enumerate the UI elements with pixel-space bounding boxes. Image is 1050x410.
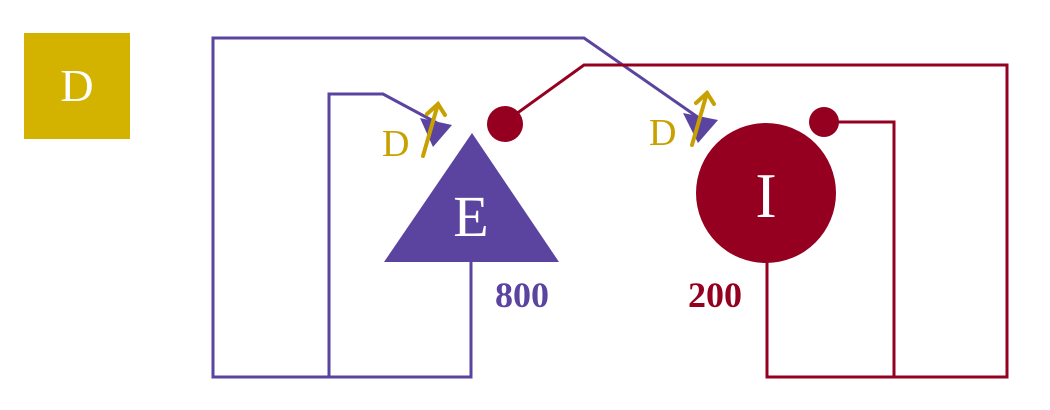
panel-badge-box	[24, 33, 130, 139]
panel-label: D	[60, 60, 93, 111]
up-arrow-icon	[690, 89, 716, 147]
inhibitory-symbol: I	[755, 160, 776, 231]
plasticity-label-e: D	[382, 123, 409, 165]
excitatory-count: 800	[495, 275, 549, 315]
excitatory-neuron-triangle	[384, 133, 559, 262]
excitatory-connections	[211, 36, 700, 379]
inhibitory-population: I 200	[688, 123, 836, 315]
excitatory-population: E 800	[384, 133, 559, 315]
synapse-i-to-i	[809, 107, 839, 137]
excitatory-symbol: E	[453, 184, 488, 249]
e-to-e-connection	[327, 92, 473, 379]
i-to-i-connection	[765, 120, 896, 379]
synapse-i-to-e	[487, 106, 523, 142]
plasticity-label-i: D	[649, 112, 676, 154]
synapse-e-to-e	[420, 118, 452, 147]
panel-badge: D	[24, 33, 130, 139]
up-arrow-icon	[421, 100, 447, 158]
synapse-e-to-i	[683, 113, 718, 143]
inhibitory-count: 200	[688, 275, 742, 315]
plasticity-marker-e: D	[382, 100, 447, 165]
plasticity-marker-i: D	[649, 89, 716, 154]
inhibitory-connections	[504, 63, 1009, 379]
inhibitory-neuron-circle	[696, 123, 836, 263]
